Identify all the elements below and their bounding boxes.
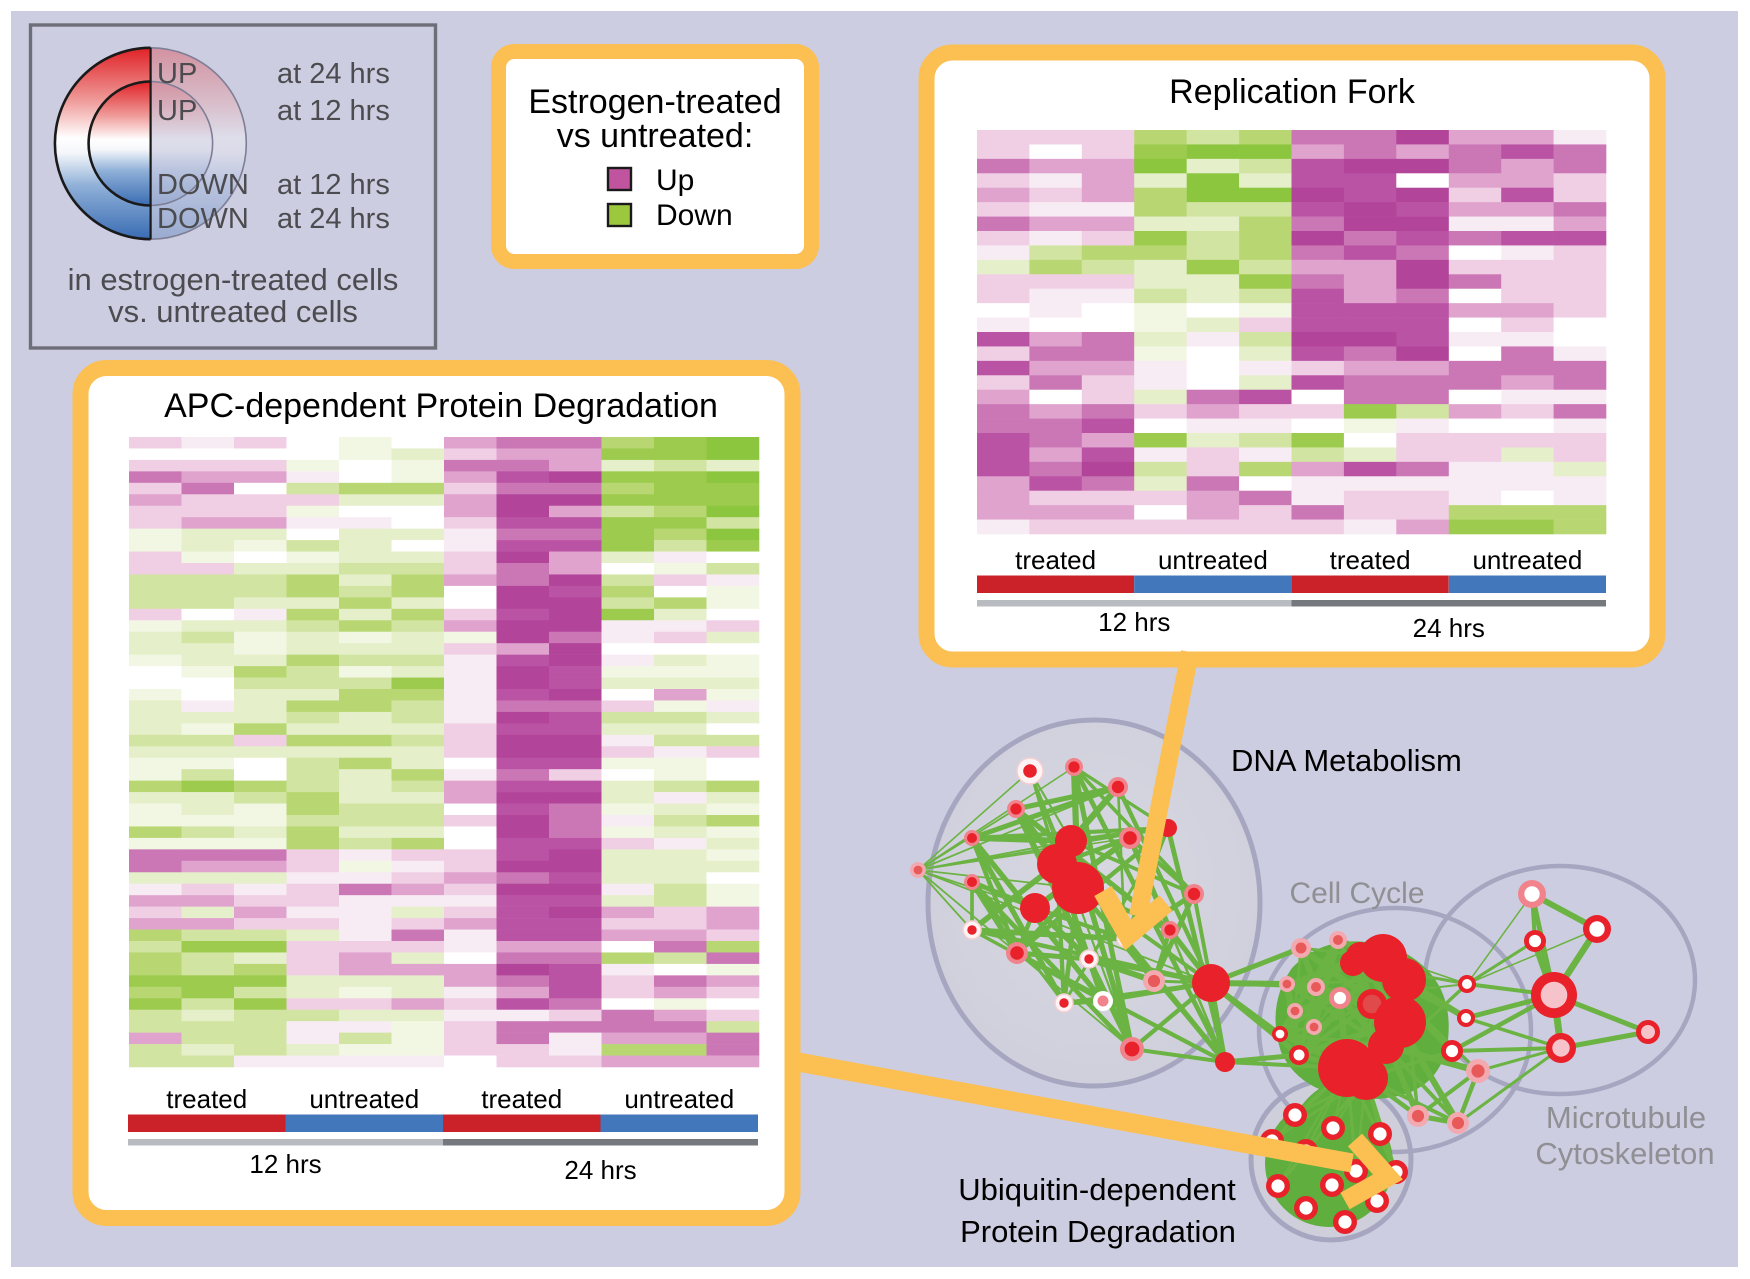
svg-text:treated: treated [166, 1084, 247, 1114]
svg-text:UP: UP [157, 58, 197, 90]
svg-text:Up: Up [656, 164, 694, 197]
svg-text:Microtubule: Microtubule [1546, 1100, 1706, 1135]
svg-text:24 hrs: 24 hrs [564, 1155, 636, 1185]
svg-text:untreated: untreated [1472, 545, 1582, 575]
svg-text:at 24 hrs: at 24 hrs [277, 58, 390, 90]
svg-text:Cell Cycle: Cell Cycle [1289, 877, 1424, 910]
svg-text:untreated: untreated [1158, 545, 1268, 575]
svg-text:12 hrs: 12 hrs [249, 1149, 321, 1179]
svg-text:at 12 hrs: at 12 hrs [277, 169, 390, 201]
svg-text:DNA Metabolism: DNA Metabolism [1231, 743, 1462, 778]
svg-text:12 hrs: 12 hrs [1098, 607, 1170, 637]
svg-text:Protein Degradation: Protein Degradation [960, 1214, 1236, 1249]
svg-text:Down: Down [656, 199, 733, 232]
svg-text:in estrogen-treated cells: in estrogen-treated cells [68, 262, 399, 297]
svg-text:treated: treated [481, 1084, 562, 1114]
svg-text:untreated: untreated [624, 1084, 734, 1114]
svg-text:untreated: untreated [309, 1084, 419, 1114]
svg-text:Ubiquitin-dependent: Ubiquitin-dependent [958, 1172, 1236, 1207]
svg-text:vs. untreated cells: vs. untreated cells [108, 294, 358, 329]
svg-text:24 hrs: 24 hrs [1413, 613, 1485, 643]
svg-text:UP: UP [157, 95, 197, 127]
svg-text:vs untreated:: vs untreated: [557, 117, 754, 155]
svg-text:Estrogen-treated: Estrogen-treated [528, 83, 781, 121]
svg-text:Replication Fork: Replication Fork [1169, 73, 1416, 111]
svg-text:treated: treated [1330, 545, 1411, 575]
svg-text:DOWN: DOWN [157, 169, 249, 201]
svg-text:at 12 hrs: at 12 hrs [277, 95, 390, 127]
svg-text:treated: treated [1015, 545, 1096, 575]
svg-text:Cytoskeleton: Cytoskeleton [1535, 1136, 1714, 1171]
svg-text:APC-dependent Protein Degradat: APC-dependent Protein Degradation [164, 387, 718, 425]
svg-text:DOWN: DOWN [157, 203, 249, 235]
svg-text:at 24 hrs: at 24 hrs [277, 203, 390, 235]
